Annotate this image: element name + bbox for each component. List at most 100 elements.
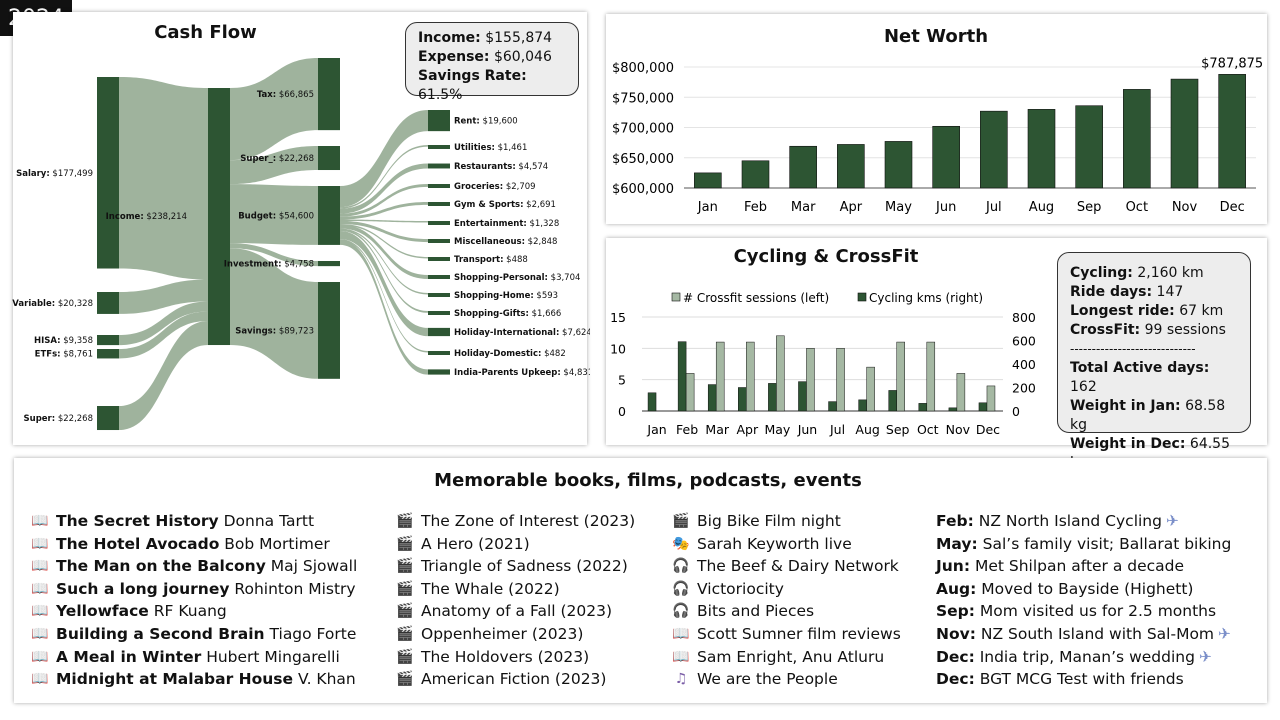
x-tick-label: Sep [886, 422, 910, 437]
event-month: Feb: [936, 512, 974, 530]
book-author: V. Khan [297, 670, 356, 689]
sankey-label-shop_gifts: Shopping-Gifts: $1,666 [454, 309, 561, 319]
sankey-link-budget-holiday_int [340, 230, 428, 337]
sankey-node-restaurants [428, 163, 450, 169]
misc-title: Sam Enright, Anu Atluru [697, 647, 885, 666]
misc-item: 🎧 Bits and Pieces [671, 600, 901, 623]
music-note-icon: ♫ [674, 671, 688, 688]
y-tick-label: $700,000 [612, 122, 674, 137]
events-list: Feb: NZ North Island Cycling ✈ May: Sal’s … [936, 510, 1231, 691]
event-item: Feb: NZ North Island Cycling ✈ [936, 510, 1231, 533]
sankey-node-utilities [428, 145, 450, 149]
sankey-label-gym: Gym & Sports: $2,691 [454, 200, 556, 210]
books-list: 📖 The Secret History Donna Tartt 📖 The Hote… [30, 510, 357, 691]
sankey-label-groceries: Groceries: $2,709 [454, 182, 536, 192]
misc-item: ♫ We are the People [671, 668, 901, 691]
misc-title: We are the People [697, 670, 838, 689]
x-tick-label: Dec [976, 422, 1000, 437]
event-item: Nov: NZ South Island with Sal-Mom ✈ [936, 623, 1231, 646]
crossfit-bar-apr [746, 341, 755, 412]
cycling-chart: 0 5 10 15 0 200 400 600 800 Jan Feb Mar Apr May Jun Jul… [610, 291, 1036, 437]
event-month: Dec: [936, 647, 975, 666]
clapperboard-icon: 🎬 [396, 625, 414, 642]
cycling-bar-feb [677, 341, 687, 412]
clapperboard-icon: 🎬 [672, 513, 690, 529]
film-title: Anatomy of a Fall (2023) [421, 602, 613, 621]
book-icon: 📖 [31, 535, 49, 552]
book-item: 📖 Midnight at Malabar House V. Khan [30, 668, 357, 691]
sankey-node-super [97, 406, 119, 431]
book-item: 📖 The Hotel Avocado Bob Mortimer [30, 533, 357, 556]
film-item: 🎬 The Holdovers (2023) [395, 646, 635, 669]
sankey-label-hisa: HISA: $9,358 [34, 336, 93, 346]
x-tick-label: Mar [705, 422, 729, 437]
crossfit-bar-feb [685, 373, 695, 412]
book-author: Rohinton Mistry [234, 579, 356, 598]
film-title: A Hero (2021) [421, 534, 530, 553]
sankey-node-super_ [318, 146, 340, 171]
misc-item: 📖 Scott Sumner film reviews [671, 623, 901, 646]
misc-item: 🎬 Big Bike Film night [671, 510, 901, 533]
sankey-link-budget-utilities [340, 145, 428, 209]
book-item: 📖 The Man on the Balcony Maj Sjowall [30, 555, 357, 578]
sankey-node-misc [428, 239, 450, 243]
sankey-label-investment: Investment: $4,758 [224, 260, 314, 270]
sankey-node-variable [97, 292, 119, 314]
net-worth-panel: Net Worth [606, 14, 1267, 224]
crossfit-bar-aug [866, 366, 875, 412]
net-worth-bar-jul [980, 110, 1008, 189]
book-icon: 📖 [31, 513, 49, 529]
sankey-link-variable-income [119, 279, 208, 314]
sankey-link-salary-income [119, 77, 208, 280]
clapperboard-icon: 🎬 [396, 603, 414, 620]
sankey-label-super_: Super_: $22,268 [240, 154, 314, 164]
x-tick-label: Jul [829, 422, 845, 437]
film-title: The Zone of Interest (2023) [421, 512, 636, 530]
sankey-node-rent [428, 110, 450, 132]
book-title: Midnight at Malabar House [56, 670, 294, 689]
theater-masks-icon: 🎭 [672, 535, 690, 552]
films-list: 🎬 The Zone of Interest (2023) 🎬 A Hero (202… [395, 510, 635, 691]
film-title: Oppenheimer (2023) [421, 624, 584, 643]
net-worth-bar-mar [789, 145, 817, 189]
memorable-title: Memorable books, films, podcasts, events [434, 470, 862, 491]
headphones-icon: 🎧 [672, 603, 690, 620]
event-month: May: [936, 534, 978, 553]
book-item: 📖 Yellowface RF Kuang [30, 600, 357, 623]
net-worth-bar-may [884, 141, 913, 189]
cycling-bar-aug [858, 399, 867, 412]
event-item: Sep: Mom visited us for 2.5 months [936, 600, 1231, 623]
sankey-link-budget-shop_home [340, 228, 428, 295]
book-icon: 📖 [31, 603, 49, 620]
y-left-tick-label: 15 [610, 310, 626, 325]
net-worth-bar-jun [932, 125, 960, 189]
sankey-label-transport: Transport: $488 [454, 255, 528, 265]
sankey-link-budget-entertainment [340, 219, 428, 223]
airplane-icon: ✈ [1165, 512, 1179, 530]
x-tick-label: Jan [646, 422, 666, 437]
y-left-tick-label: 0 [618, 404, 626, 419]
summary-divider: ----------------------------- [1070, 342, 1196, 356]
film-title: The Holdovers (2023) [421, 647, 590, 666]
sankey-label-variable: Variable: $20,328 [12, 299, 93, 309]
x-tick-label: Jul [985, 200, 1002, 215]
event-item: Dec: India trip, Manan’s wedding ✈ [936, 646, 1231, 669]
sankey-label-budget: Budget: $54,600 [238, 211, 314, 221]
book-icon: 📖 [672, 648, 690, 665]
film-item: 🎬 The Zone of Interest (2023) [395, 510, 635, 533]
x-tick-label: Mar [791, 200, 816, 215]
sankey-node-transport [428, 257, 450, 261]
event-text: NZ South Island with Sal-Mom [980, 624, 1215, 643]
film-item: 🎬 A Hero (2021) [395, 533, 635, 556]
sankey-node-shop_gifts [428, 311, 450, 315]
film-item: 🎬 American Fiction (2023) [395, 668, 635, 691]
x-tick-label: Aug [1029, 200, 1054, 215]
sankey-node-tax [318, 58, 340, 131]
sankey-label-utilities: Utilities: $1,461 [454, 143, 527, 153]
book-author: Hubert Mingarelli [206, 647, 340, 666]
book-author: RF Kuang [153, 602, 227, 621]
sankey-node-hisa [97, 335, 119, 346]
book-title: Building a Second Brain [56, 624, 265, 643]
sankey-link-hisa-income [119, 301, 208, 346]
sankey-label-india: India-Parents Upkeep: $4,831 [454, 368, 590, 378]
